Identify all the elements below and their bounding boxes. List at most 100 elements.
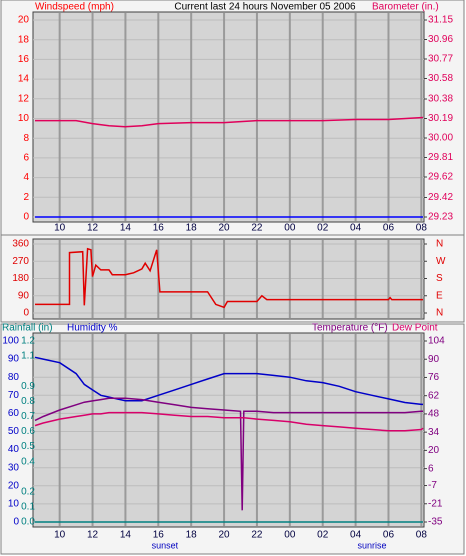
x-tick-label: 18 — [186, 530, 198, 541]
y-tick-label: 50 — [8, 426, 20, 437]
y-tick-label: 8 — [23, 133, 29, 144]
y-tick-label: 0.6 — [21, 426, 35, 437]
x-tick-label: 16 — [153, 223, 165, 234]
y-tick-label: 0.1 — [21, 502, 35, 513]
y-tick-label: 12 — [18, 93, 30, 104]
y2-tick-label: S — [436, 273, 443, 284]
y2-tick-label: 76 — [428, 372, 440, 383]
y-tick-label: 180 — [12, 273, 29, 284]
x-tick-label: 10 — [54, 223, 66, 234]
y-tick-label: 0.7 — [21, 411, 35, 422]
y-tick-label: 0.4 — [21, 456, 35, 467]
x-tick-label: 10 — [54, 530, 66, 541]
x-tick-label: 00 — [284, 223, 296, 234]
y-tick-label: 4 — [23, 172, 29, 183]
x-tick-label: 08 — [416, 223, 428, 234]
annotation: sunset — [152, 540, 179, 550]
series-name: Temperature (°F) — [312, 323, 388, 334]
series-name: Barometer (in.) — [372, 2, 439, 13]
y-tick-label: 1.2 — [21, 336, 35, 347]
y-tick-label: 2 — [23, 192, 29, 203]
x-tick-label: 12 — [87, 223, 99, 234]
y-tick-label: 0.0 — [21, 517, 35, 528]
x-tick-label: 16 — [153, 530, 165, 541]
x-tick-label: 14 — [120, 223, 132, 234]
y-tick-label: 0.2 — [21, 486, 35, 497]
y-tick-label: 80 — [8, 372, 20, 383]
y-tick-label: 90 — [8, 354, 20, 365]
x-tick-label: 02 — [317, 530, 329, 541]
y2-tick-label: 30.00 — [428, 133, 453, 144]
y-tick-label: 100 — [2, 336, 19, 347]
y2-tick-label: -35 — [428, 517, 443, 528]
y2-tick-label: 20 — [428, 445, 440, 456]
x-tick-label: 08 — [416, 530, 428, 541]
y2-tick-label: 31.15 — [428, 15, 453, 26]
y2-tick-label: 30.96 — [428, 34, 453, 45]
y2-tick-label: 62 — [428, 390, 440, 401]
x-tick-label: 20 — [219, 223, 231, 234]
x-tick-label: 00 — [284, 530, 296, 541]
series-line — [34, 356, 423, 406]
y2-tick-label: 34 — [428, 427, 440, 438]
y2-tick-label: 6 — [428, 463, 434, 474]
y-tick-label: 16 — [18, 54, 30, 65]
y-tick-label: 0 — [23, 212, 29, 223]
x-tick-label: 22 — [251, 223, 263, 234]
y-tick-label: 70 — [8, 390, 20, 401]
y-tick-label: 270 — [12, 256, 29, 267]
y2-tick-label: 30.38 — [428, 94, 453, 105]
y-tick-label: 40 — [8, 444, 20, 455]
x-tick-label: 02 — [317, 223, 329, 234]
series-line — [34, 397, 423, 511]
y-tick-label: 1.1 — [21, 351, 35, 362]
x-tick-label: 12 — [87, 530, 99, 541]
series-line — [35, 116, 424, 128]
x-tick-label: 20 — [219, 530, 231, 541]
y-tick-label: 0.5 — [21, 441, 35, 452]
series-name: Windspeed (mph) — [35, 2, 114, 13]
y-tick-label: 60 — [8, 408, 20, 419]
y2-tick-label: N — [436, 308, 443, 319]
y2-tick-label: 29.42 — [428, 192, 453, 203]
chart-title: Current last 24 hours November 05 2006 — [174, 2, 356, 13]
y2-tick-label: 104 — [428, 336, 445, 347]
y2-tick-label: 30.58 — [428, 73, 453, 84]
y-tick-label: 6 — [23, 153, 29, 164]
x-tick-label: 18 — [186, 223, 198, 234]
y-tick-label: 20 — [8, 480, 20, 491]
y-tick-label: 30 — [8, 462, 20, 473]
y2-tick-label: -21 — [428, 498, 443, 509]
y-tick-label: 14 — [18, 74, 30, 85]
y2-tick-label: 30.19 — [428, 113, 453, 124]
y-tick-label: 0.9 — [21, 381, 35, 392]
x-tick-label: 04 — [350, 223, 362, 234]
plot-area — [32, 11, 425, 223]
y-tick-label: 0 — [23, 308, 29, 319]
series-name: Rainfall (in) — [2, 323, 53, 334]
y-tick-label: 0.8 — [21, 396, 35, 407]
series-name: Humidity % — [67, 323, 118, 334]
x-tick-label: 14 — [120, 530, 132, 541]
y2-tick-label: -7 — [428, 480, 437, 491]
plot-area — [32, 332, 425, 528]
x-tick-label: 22 — [251, 530, 263, 541]
y2-tick-label: 29.81 — [428, 152, 453, 163]
annotation: sunrise — [358, 540, 387, 550]
y-tick-label: 20 — [18, 15, 30, 26]
y-tick-label: 90 — [18, 290, 30, 301]
y-tick-label: 10 — [8, 499, 20, 510]
y-tick-label: 360 — [12, 239, 29, 250]
x-tick-label: 06 — [383, 530, 395, 541]
series-line — [34, 411, 424, 432]
y2-tick-label: 30.77 — [428, 54, 453, 65]
series-name: Dew Point — [392, 323, 438, 334]
y2-tick-label: 48 — [428, 409, 440, 420]
y2-tick-label: 29.23 — [428, 212, 453, 223]
series-line — [35, 247, 423, 309]
y-tick-label: 0 — [13, 517, 19, 528]
y2-tick-label: N — [436, 239, 443, 250]
x-tick-label: 04 — [350, 530, 362, 541]
x-tick-label: 06 — [383, 223, 395, 234]
